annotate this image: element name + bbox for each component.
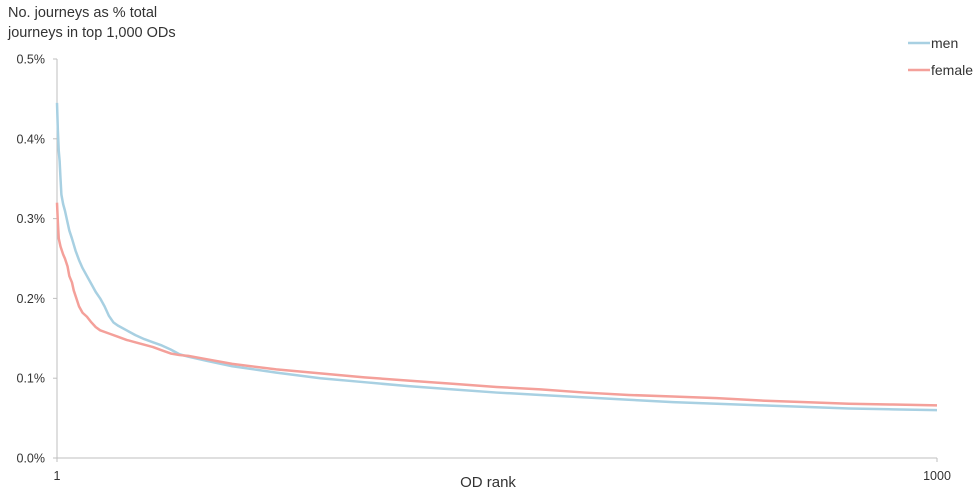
- y-axis-title: No. journeys as % total journeys in top …: [8, 3, 176, 43]
- chart-axes: [56, 59, 937, 459]
- series-lines: [55, 102, 938, 412]
- y-tick-label: 0.3%: [17, 212, 46, 226]
- y-axis-title-line-2: journeys in top 1,000 ODs: [8, 25, 176, 41]
- x-tick-label: 1: [54, 469, 61, 483]
- x-axis-title: OD rank: [460, 474, 516, 491]
- y-tick-label: 0.0%: [17, 452, 46, 466]
- x-tick-labels: 1 1000: [54, 458, 951, 483]
- y-axis-title-line-1: No. journeys as % total: [8, 5, 158, 21]
- x-tick-label: 1000: [923, 469, 951, 483]
- y-tick-label: 0.5%: [17, 53, 46, 67]
- y-tick-label: 0.1%: [17, 372, 46, 386]
- legend: men female: [908, 35, 973, 78]
- y-tick-labels: 0.0% 0.1% 0.2% 0.3% 0.4% 0.5%: [17, 53, 57, 466]
- series-line-men: [55, 102, 938, 412]
- y-tick-label: 0.4%: [17, 132, 46, 146]
- legend-label-female: female: [931, 62, 973, 78]
- legend-label-men: men: [931, 35, 958, 51]
- y-tick-label: 0.2%: [17, 292, 46, 306]
- series-line-female: [55, 202, 938, 407]
